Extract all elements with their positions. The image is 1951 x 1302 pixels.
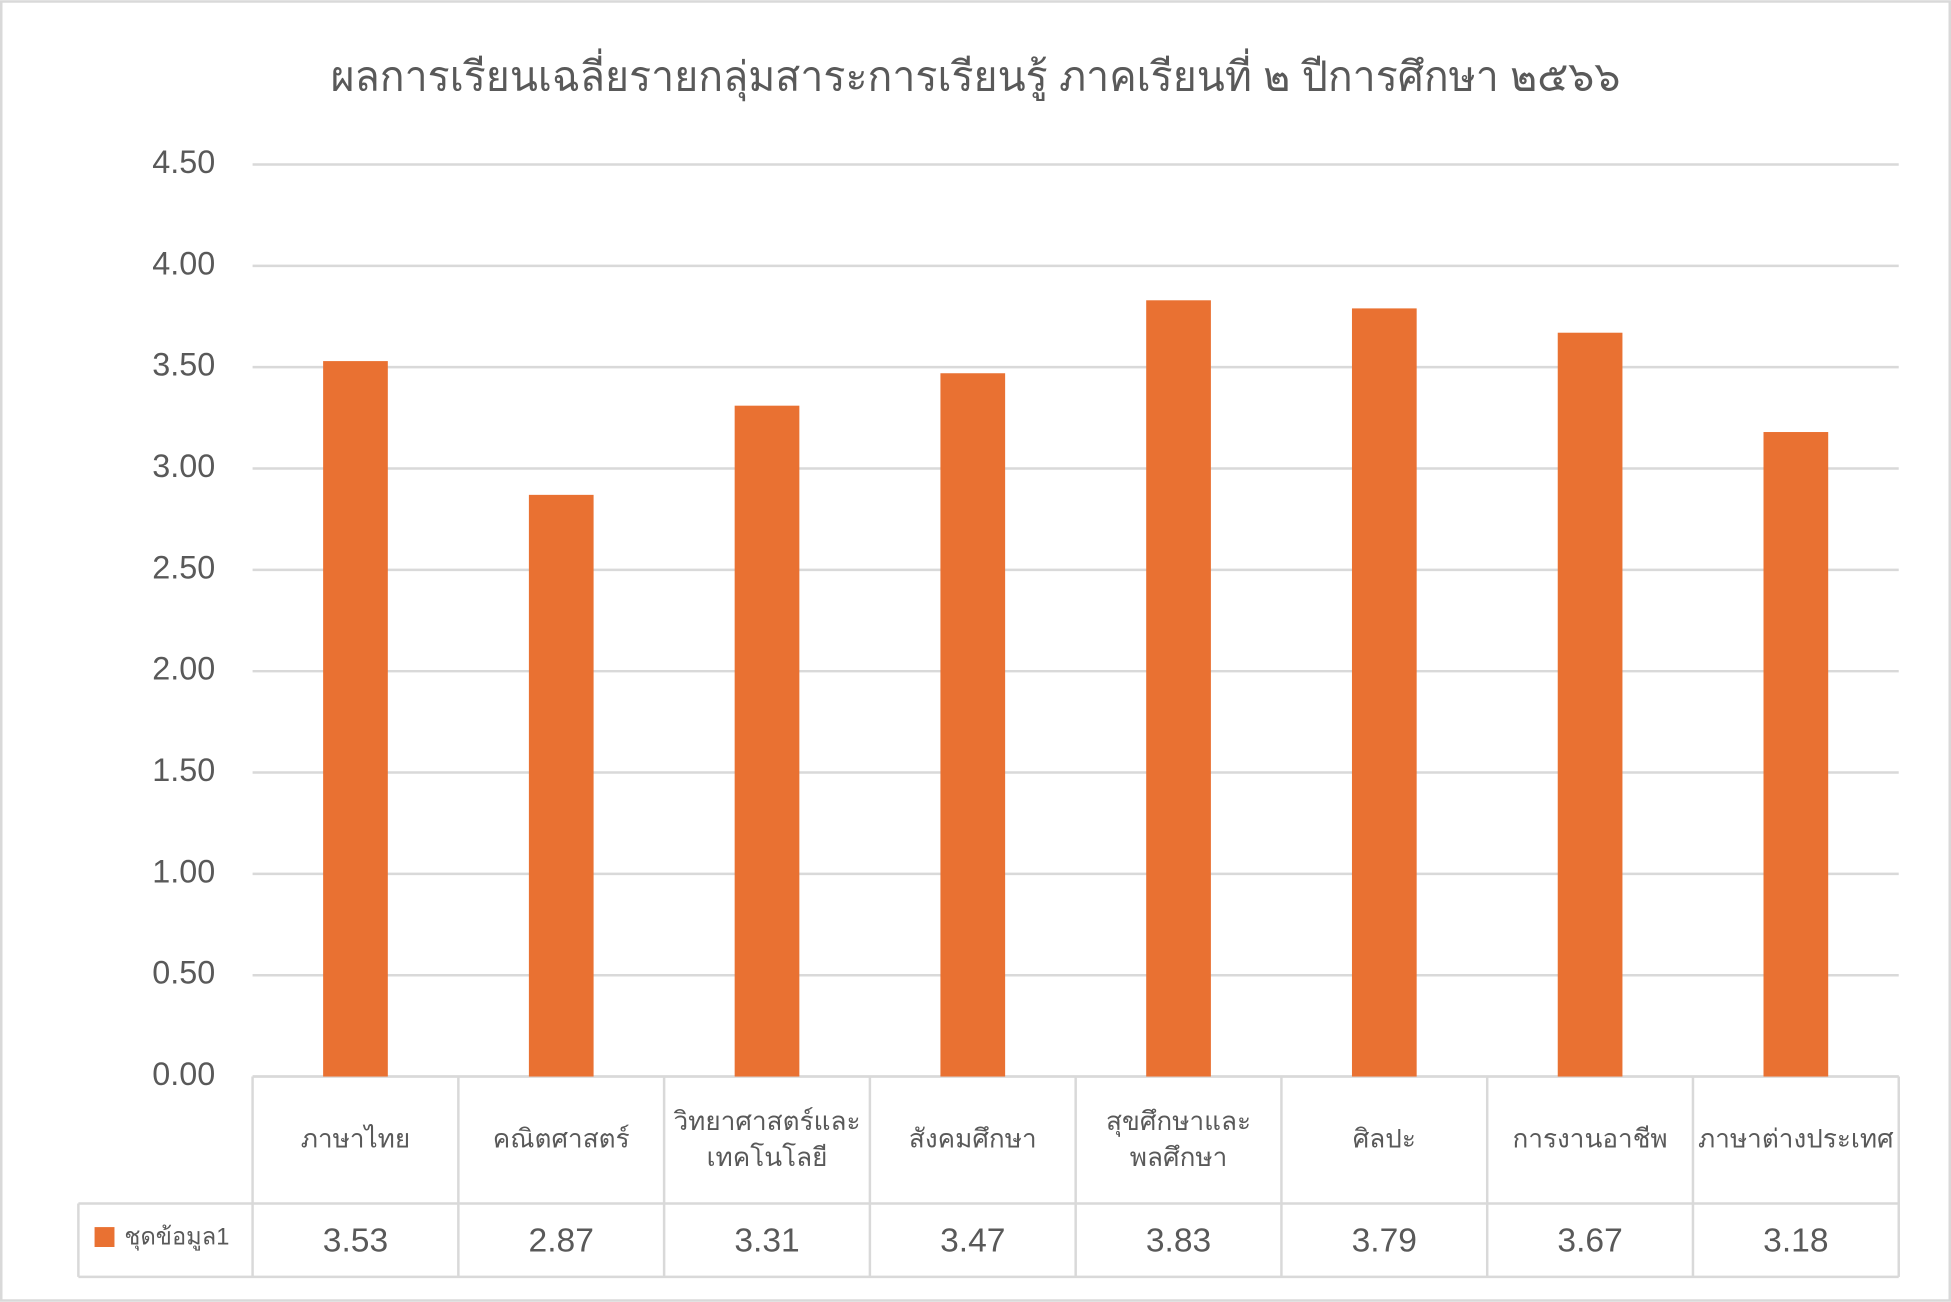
category-cell: ภาษาไทย [300,1125,411,1155]
x-tick-label: การงานอาชีพ [1512,1125,1668,1155]
y-tick-label: 2.00 [152,651,215,687]
y-tick-label: 2.50 [152,549,215,585]
legend-label: ชุดข้อมูล1 [124,1225,229,1252]
x-tick-label: ภาษาไทย [300,1125,411,1155]
category-cell: สังคมศึกษา [908,1125,1037,1155]
data-table-value: 3.31 [734,1223,799,1260]
bar [940,373,1006,1077]
data-table-value: 3.83 [1146,1223,1211,1260]
category-cell: การงานอาชีพ [1512,1125,1668,1155]
y-tick-label: 1.00 [152,853,215,889]
chart-title: ผลการเรียนเฉลี่ยรายกลุ่มสาระการเรียนรู้ … [331,49,1621,102]
y-tick-label: 4.00 [152,245,215,281]
bar [1557,332,1623,1077]
y-tick-label: 0.50 [152,955,215,991]
x-tick-label: คณิตศาสตร์ [492,1125,630,1155]
x-tick-label: ภาษาต่างประเทศ [1698,1125,1894,1155]
data-table-value: 2.87 [529,1223,594,1260]
legend-swatch [94,1227,115,1248]
category-cell: วิทยาศาสตร์และเทคโนโลยี [673,1107,861,1173]
y-tick-label: 1.50 [152,752,215,788]
category-cell: สุขศึกษาและพลศึกษา [1106,1107,1252,1173]
bar [734,405,800,1077]
y-tick-label: 0.00 [152,1056,215,1092]
category-cell: คณิตศาสตร์ [492,1125,630,1155]
x-tick-label: วิทยาศาสตร์และเทคโนโลยี [673,1107,861,1173]
bar [1763,432,1829,1077]
data-table-value: 3.79 [1352,1223,1417,1260]
bar [323,361,388,1077]
bar [1351,308,1417,1077]
x-tick-label: สุขศึกษาและพลศึกษา [1106,1107,1252,1173]
data-table-value: 3.47 [940,1223,1005,1260]
category-cell: ภาษาต่างประเทศ [1698,1125,1894,1155]
x-tick-label: ศิลปะ [1352,1125,1416,1155]
category-cell: ศิลปะ [1352,1125,1416,1155]
x-tick-label: สังคมศึกษา [908,1125,1037,1155]
y-tick-label: 4.50 [152,144,215,180]
y-tick-label: 3.00 [152,448,215,484]
data-table-value: 3.67 [1557,1223,1622,1260]
data-table-value: 3.53 [323,1223,388,1260]
bar [528,494,594,1077]
bar [1146,300,1211,1077]
data-table-value: 3.18 [1763,1223,1828,1260]
y-tick-label: 3.50 [152,347,215,383]
